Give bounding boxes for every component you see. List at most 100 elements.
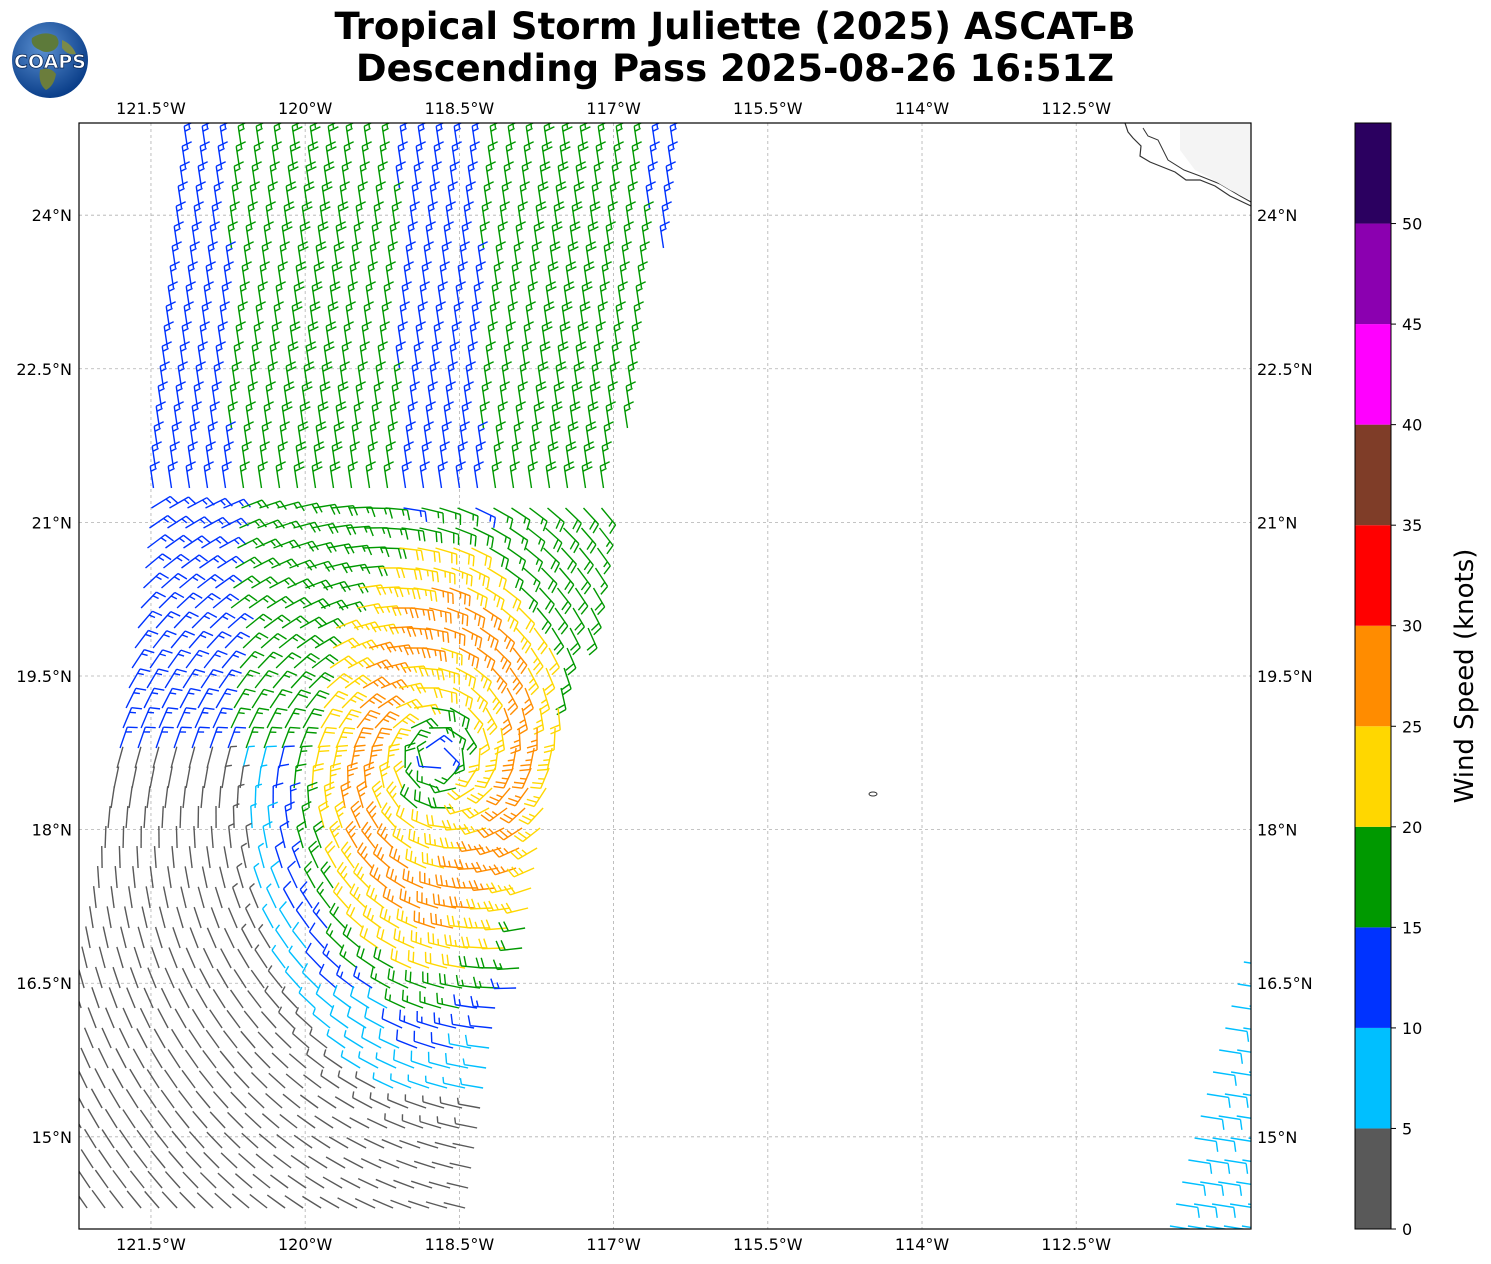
wind-barb: [63, 1048, 72, 1068]
wind-barb: [367, 507, 393, 519]
lat-tick-label-right: 16.5°N: [1257, 974, 1313, 993]
wind-barb: [335, 727, 356, 749]
wind-barb: [195, 1090, 211, 1109]
wind-barb: [230, 707, 251, 729]
wind-barb: [387, 644, 414, 656]
colorbar-bin: [1355, 424, 1391, 526]
wind-barb: [87, 1108, 100, 1129]
wind-barb: [281, 726, 301, 749]
wind-barb: [270, 860, 280, 889]
lon-tick-label-bottom: 118.5°W: [425, 1235, 495, 1254]
wind-barb: [370, 966, 391, 989]
wind-barb: [260, 745, 277, 769]
wind-barb: [582, 507, 600, 534]
wind-barb: [210, 907, 220, 929]
lat-tick-label-right: 21°N: [1257, 513, 1297, 532]
wind-barb: [312, 901, 328, 929]
wind-barb: [376, 823, 394, 849]
wind-barb: [467, 1015, 493, 1029]
wind-barb: [467, 707, 484, 734]
wind-barb: [84, 1128, 97, 1149]
wind-barb: [197, 886, 205, 909]
wind-barb: [219, 1050, 235, 1069]
wind-barb: [413, 587, 438, 602]
wind-barb: [239, 518, 267, 529]
wind-barb: [434, 687, 458, 704]
wind-barb: [258, 1133, 277, 1149]
wind-barb: [373, 946, 394, 969]
wind-barb: [39, 1189, 51, 1208]
wind-barb: [116, 946, 124, 969]
wind-barb: [118, 845, 121, 869]
wind-barb: [158, 707, 179, 729]
wind-barb: [53, 1108, 63, 1128]
wind-barb: [381, 1138, 403, 1149]
wind-barb: [501, 707, 513, 736]
wind-barb: [116, 746, 124, 769]
wind-barb: [239, 461, 250, 489]
wind-barb: [305, 1048, 325, 1069]
baja-coastline: [1124, 123, 1251, 207]
wind-barb: [401, 527, 426, 542]
wind-barb: [446, 727, 467, 751]
wind-barb: [480, 919, 508, 931]
wind-barb: [94, 1068, 106, 1089]
wind-barb: [295, 502, 323, 514]
wind-barb: [181, 1069, 196, 1089]
wind-barb: [424, 951, 448, 969]
wind-barb: [184, 866, 190, 889]
wind-barb: [343, 1157, 364, 1169]
wind-barb: [475, 507, 497, 528]
wind-barb: [1200, 1181, 1225, 1196]
colorbar-tick-label: 10: [1402, 1019, 1422, 1038]
wind-barb: [345, 820, 358, 849]
wind-barb: [1223, 1225, 1246, 1229]
wind-barb: [119, 1129, 133, 1149]
wind-barb: [143, 1089, 157, 1109]
wind-barb: [522, 687, 534, 716]
wind-barb: [318, 963, 337, 989]
wind-barb: [316, 881, 331, 909]
wind-barb: [94, 966, 103, 989]
wind-barb: [416, 890, 439, 909]
wind-barb: [203, 461, 214, 489]
wind-barb: [92, 886, 97, 909]
wind-barb: [351, 1091, 373, 1109]
wind-barb: [209, 1009, 223, 1029]
wind-barb: [279, 1113, 298, 1129]
wind-barb: [133, 1150, 148, 1169]
wind-barb: [492, 959, 520, 971]
wind-barb: [440, 647, 463, 666]
wind-barb: [462, 1058, 487, 1069]
wind-barb: [586, 627, 598, 656]
wind-barb: [149, 866, 154, 889]
wind-barb: [197, 688, 220, 709]
wind-barb: [473, 527, 495, 548]
wind-barb: [212, 1091, 229, 1109]
wind-barb: [106, 906, 112, 929]
wind-barb: [329, 1005, 349, 1029]
wind-barb: [443, 1202, 466, 1209]
wind-barb: [410, 717, 439, 729]
wind-barb: [146, 1069, 160, 1089]
wind-barb: [526, 727, 538, 754]
colorbar-bin: [1355, 123, 1391, 224]
lat-tick-label-right: 15°N: [1257, 1128, 1297, 1147]
wind-barb: [365, 801, 379, 829]
wind-barb: [120, 926, 127, 949]
wind-barb: [562, 527, 580, 554]
wind-barb: [253, 862, 262, 889]
wind-barb: [108, 987, 118, 1009]
wind-barb: [349, 883, 367, 909]
wind-barb: [527, 667, 540, 696]
wind-barb: [305, 1175, 325, 1189]
wind-barb: [397, 567, 423, 581]
wind-barb: [325, 1156, 346, 1169]
wind-barb: [419, 527, 443, 544]
wind-barb: [367, 987, 388, 1009]
wind-barb: [309, 1028, 328, 1049]
wind-barb: [565, 647, 577, 676]
wind-barb: [234, 1173, 253, 1189]
wind-barb: [167, 1049, 181, 1069]
wind-barb: [366, 1118, 388, 1129]
